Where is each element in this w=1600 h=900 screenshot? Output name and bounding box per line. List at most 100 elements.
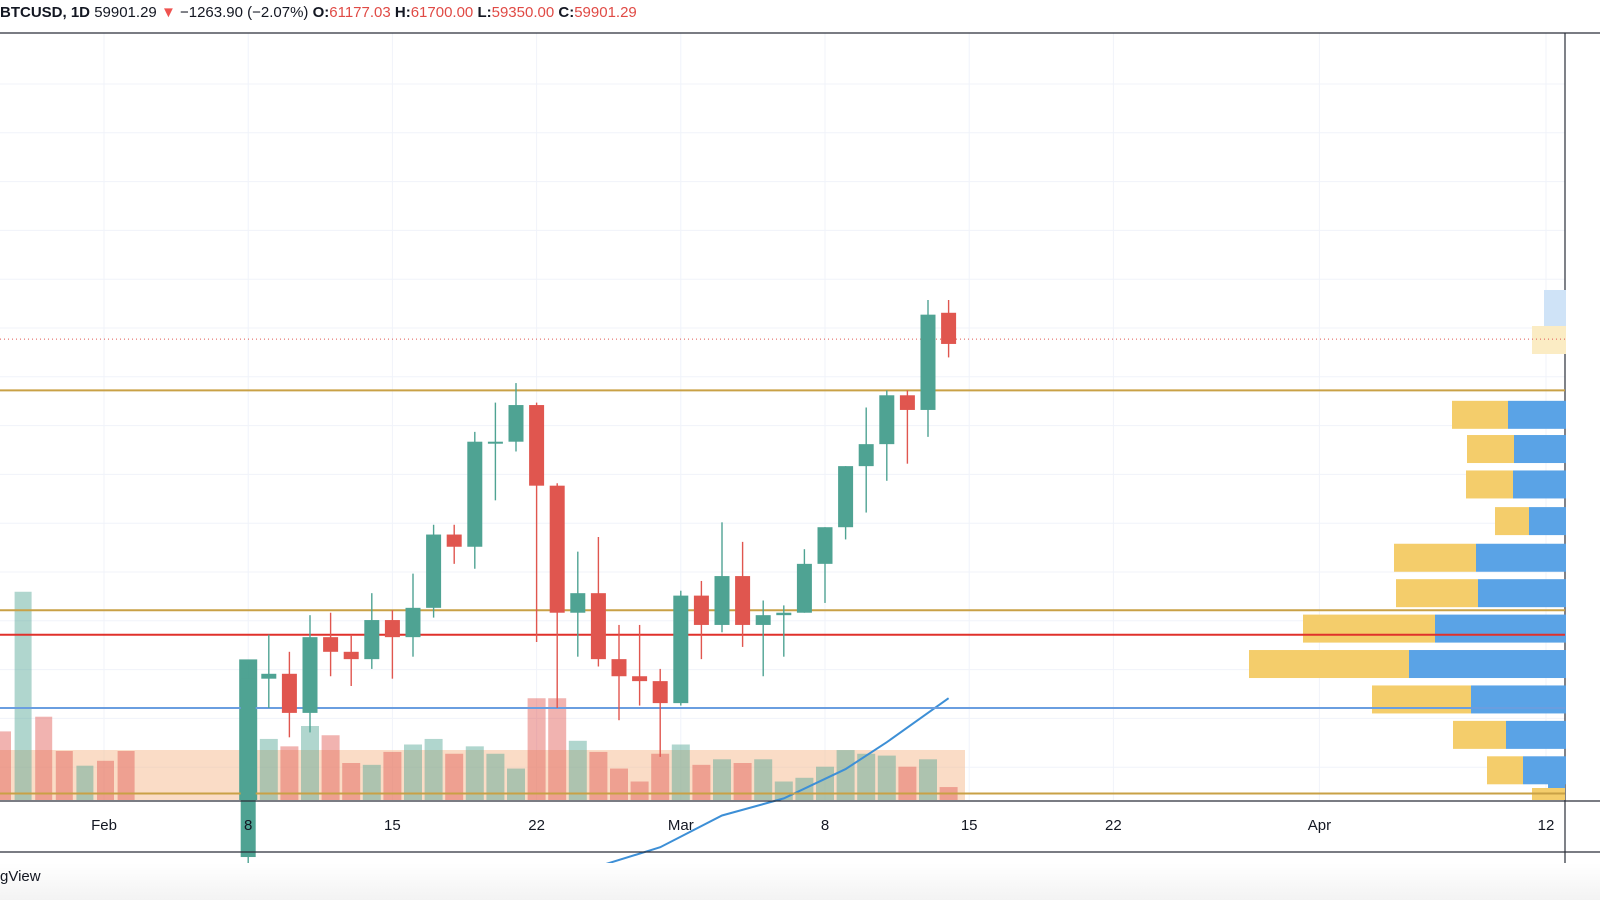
- volume-bar: [321, 735, 340, 800]
- candle-up[interactable]: [920, 314, 936, 410]
- candle-down[interactable]: [590, 593, 606, 660]
- x-tick-label: 12: [1538, 817, 1555, 834]
- candle-up[interactable]: [426, 534, 442, 608]
- candle-down[interactable]: [941, 312, 957, 344]
- candle-up[interactable]: [467, 441, 483, 547]
- candle-down[interactable]: [735, 576, 751, 625]
- high-label: H:: [394, 4, 411, 21]
- volume-profile-up: [1487, 756, 1523, 785]
- open-label: O:: [312, 4, 330, 21]
- candle-down[interactable]: [529, 405, 545, 486]
- candle-up[interactable]: [879, 395, 895, 445]
- candle-down[interactable]: [549, 485, 565, 613]
- volume-bar: [14, 591, 32, 800]
- volume-bar: [445, 753, 464, 800]
- high-value: 61700.00: [410, 4, 474, 21]
- candle-down[interactable]: [652, 681, 668, 704]
- volume-bar: [877, 755, 896, 800]
- candle-up[interactable]: [302, 637, 318, 713]
- candle-up[interactable]: [796, 563, 812, 613]
- horizontal-levels[interactable]: [0, 338, 1565, 795]
- candle-down[interactable]: [384, 620, 400, 638]
- volume-profile-up: [1495, 507, 1529, 536]
- volume-bar: [55, 751, 73, 800]
- candlesticks[interactable]: [240, 300, 957, 863]
- volume-profile-up: [1372, 685, 1471, 714]
- branding-text: gView: [0, 868, 41, 885]
- close-value: 59901.29: [574, 4, 637, 21]
- candle-up[interactable]: [261, 673, 277, 679]
- volume-profile-down: [1513, 470, 1566, 499]
- candle-up[interactable]: [858, 444, 874, 467]
- volume-bar: [568, 740, 587, 800]
- moving-average-line: [605, 697, 950, 863]
- volume-profile-up: [1394, 543, 1476, 572]
- volume-bar: [733, 763, 752, 800]
- candle-up[interactable]: [838, 466, 854, 528]
- last-price: 59901.29: [94, 4, 157, 21]
- volume-bar: [857, 753, 876, 800]
- volume-bars: [0, 591, 965, 800]
- volume-profile-faint: [1532, 326, 1566, 354]
- price-chart[interactable]: Feb 8 15 22 Mar 8 15 22 Apr 12: [0, 0, 1600, 863]
- volume-profile-down: [1471, 685, 1566, 714]
- volume-bar: [280, 746, 299, 800]
- candle-up[interactable]: [714, 576, 730, 625]
- candle-down[interactable]: [323, 637, 339, 652]
- time-axis[interactable]: Feb 8 15 22 Mar 8 15 22 Apr 12: [0, 800, 1600, 853]
- volume-bar: [774, 781, 793, 800]
- x-tick-label: 22: [1105, 817, 1122, 834]
- volume-profile-down: [1508, 400, 1566, 429]
- x-tick-label: Feb: [91, 817, 117, 834]
- volume-profile-up: [1466, 470, 1513, 499]
- volume-bar: [713, 759, 731, 800]
- volume-bar: [548, 698, 567, 800]
- volume-profile-down: [1476, 543, 1566, 572]
- volume-profile-down: [1435, 614, 1566, 643]
- candle-up[interactable]: [570, 593, 586, 613]
- candle-up[interactable]: [755, 615, 771, 625]
- volume-bar: [404, 744, 422, 800]
- volume-bar: [342, 763, 361, 800]
- candle-down[interactable]: [343, 651, 359, 660]
- candle-down[interactable]: [632, 676, 648, 682]
- volume-bar: [898, 766, 917, 800]
- x-tick-label: 8: [821, 817, 829, 834]
- volume-profile-down: [1478, 579, 1566, 608]
- volume-bar: [507, 768, 525, 800]
- volume-bar: [919, 759, 937, 800]
- volume-bar: [0, 731, 11, 800]
- candle-down[interactable]: [281, 673, 297, 713]
- candle-up[interactable]: [240, 678, 256, 858]
- candle-up[interactable]: [817, 527, 833, 564]
- x-tick-label: 8: [244, 817, 252, 834]
- change-arrow-icon: ▼: [160, 4, 176, 21]
- volume-bar: [97, 760, 114, 800]
- candle-up[interactable]: [776, 612, 792, 616]
- candle-up[interactable]: [364, 620, 380, 660]
- candle-up[interactable]: [405, 607, 421, 638]
- volume-profile-up: [1249, 650, 1409, 679]
- candle-up[interactable]: [508, 405, 524, 442]
- candle-down[interactable]: [899, 395, 915, 410]
- volume-bar: [671, 744, 690, 800]
- volume-profile-faint: [1544, 290, 1566, 326]
- symbol-label[interactable]: BTCUSD, 1D: [0, 4, 91, 21]
- volume-bar: [301, 726, 319, 800]
- volume-bar: [651, 753, 670, 800]
- candle-down[interactable]: [446, 534, 462, 547]
- volume-bar: [486, 753, 505, 800]
- volume-ma-band: [0, 750, 965, 800]
- volume-profile-up: [1396, 579, 1478, 608]
- volume-profile: [1249, 290, 1566, 800]
- candle-down[interactable]: [611, 659, 627, 677]
- low-label: L:: [477, 4, 492, 21]
- volume-bar: [754, 759, 773, 800]
- candle-down[interactable]: [693, 595, 709, 625]
- candle-up[interactable]: [673, 595, 689, 704]
- volume-bar: [259, 738, 278, 800]
- volume-bar: [362, 764, 381, 800]
- candle-up[interactable]: [487, 441, 503, 444]
- volume-profile-down: [1529, 507, 1566, 536]
- x-tick-label: 15: [384, 817, 401, 834]
